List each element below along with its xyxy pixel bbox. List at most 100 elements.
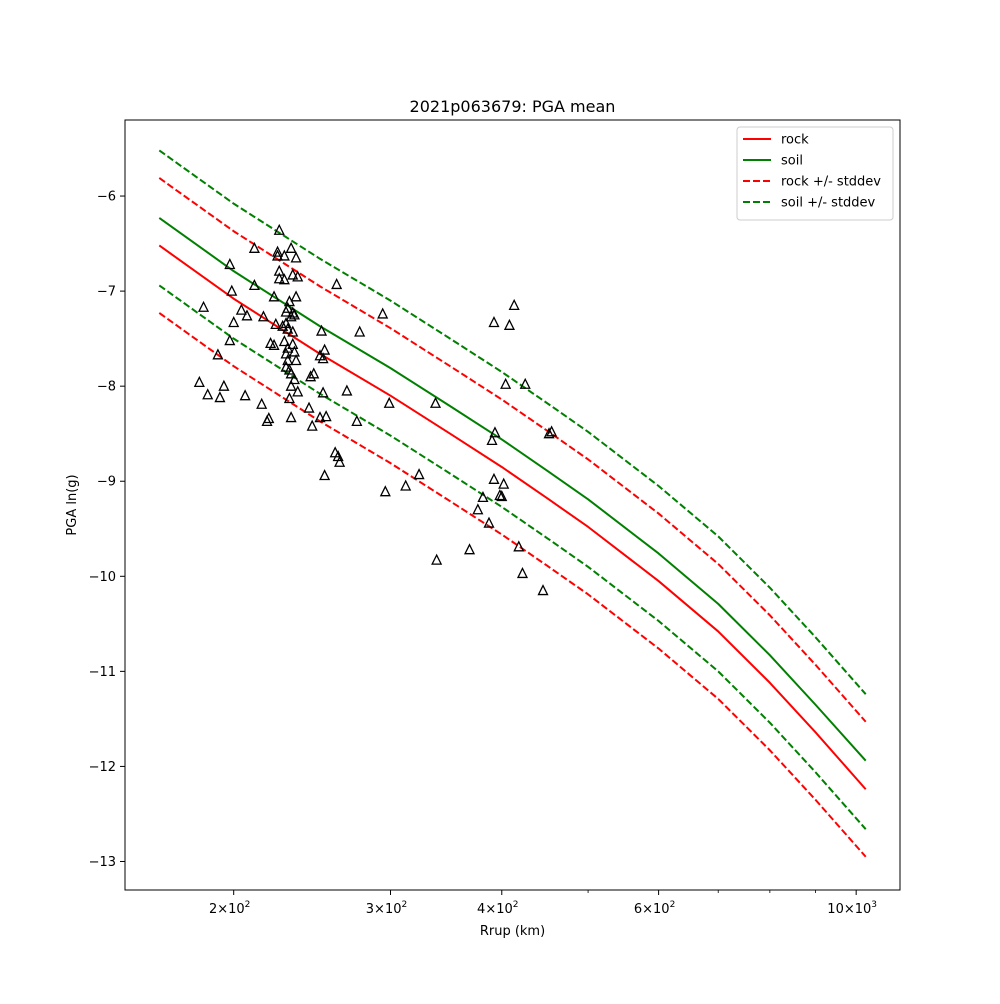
x-tick-label: 2×102 [209, 900, 250, 917]
observation-point [263, 412, 275, 424]
observation-point [288, 308, 300, 320]
observation-point [513, 540, 525, 552]
observation-point [193, 375, 205, 388]
plot-content [158, 149, 867, 858]
observation-point [292, 270, 304, 282]
observation-point [431, 553, 443, 565]
observation-point [256, 397, 268, 409]
observation-point [516, 566, 529, 579]
observation-point [488, 316, 500, 328]
observation-point [212, 348, 224, 360]
observation-point [248, 278, 260, 291]
observation-point [218, 379, 230, 391]
x-axis: 2×102 3×102 4×102 6×102 10×103 [209, 890, 877, 917]
y-tick-label: −6 [97, 190, 116, 205]
observation-point [314, 411, 326, 423]
observation-point [315, 324, 328, 336]
observation-point [303, 401, 315, 413]
observation-point [283, 392, 295, 404]
observation-point [271, 245, 284, 257]
observation-point [257, 310, 270, 322]
observation-point [292, 385, 304, 397]
y-tick-label: −12 [89, 760, 116, 775]
observation-point [334, 455, 346, 467]
observation-point [273, 223, 285, 235]
observation-point [287, 337, 299, 350]
observation-point [489, 426, 501, 438]
y-axis-label: PGA ln(g) [65, 474, 80, 535]
observation-point [214, 391, 226, 403]
legend-label: soil +/- stddev [781, 196, 876, 211]
observation-point [285, 241, 297, 253]
y-tick-label: −9 [97, 475, 116, 490]
observation-point [270, 317, 282, 330]
observation-point [288, 373, 300, 385]
observation-point [197, 300, 210, 312]
y-tick-label: −11 [89, 665, 116, 680]
observation-point [500, 377, 512, 389]
observation-point [488, 472, 500, 484]
observation-point [228, 316, 240, 328]
observation-point [271, 249, 284, 261]
x-tick-label: 3×102 [366, 900, 407, 917]
legend: rock soil rock +/- stddev soil +/- stddev [736, 126, 894, 221]
observation-point [383, 396, 395, 408]
observation-point [285, 379, 297, 391]
observation-point [278, 335, 290, 347]
observation-point [317, 352, 329, 364]
y-tick-label: −7 [97, 285, 116, 300]
legend-label: rock [781, 133, 809, 148]
observation-point [494, 489, 506, 501]
observation-point [268, 338, 280, 350]
observation-point [472, 503, 484, 515]
observation-point [290, 251, 302, 263]
observation-point [498, 477, 510, 489]
observation-point [317, 386, 329, 398]
observation-point [277, 319, 289, 331]
observation-point [503, 318, 515, 330]
observation-point [477, 490, 489, 503]
observation-point [377, 307, 389, 319]
observation-point [248, 241, 260, 253]
observation-point [282, 301, 294, 313]
legend-label: soil [781, 154, 803, 169]
observation-point [305, 370, 317, 382]
series-line-4 [158, 149, 867, 695]
series-line-1 [158, 217, 867, 762]
observation-point [508, 298, 520, 311]
y-tick-label: −8 [97, 380, 116, 395]
chart-title: 2021p063679: PGA mean [410, 97, 616, 116]
observation-point [319, 343, 331, 355]
observation-point [239, 389, 251, 401]
observation-point [306, 419, 318, 431]
observation-point [351, 414, 363, 427]
observation-point [285, 411, 297, 423]
observation-point [496, 489, 508, 502]
observation-point [282, 354, 294, 366]
observation-point [308, 367, 320, 379]
observation-point [546, 425, 558, 437]
observation-point [341, 384, 353, 396]
observation-point [290, 354, 302, 366]
observation-point [429, 396, 442, 408]
observation-point [320, 410, 332, 422]
observation-point [241, 309, 253, 321]
observation-point [354, 325, 366, 337]
observation-point [268, 290, 280, 302]
observation-point [400, 479, 412, 491]
observation-point [235, 303, 247, 315]
observation-point [331, 278, 343, 290]
observation-point [413, 468, 425, 480]
axes-frame [124, 119, 901, 891]
observation-point [224, 334, 236, 346]
observation-point [290, 290, 302, 302]
observation-point [537, 584, 549, 596]
observation-point [287, 325, 299, 337]
observation-point [278, 249, 290, 261]
observation-point [285, 367, 297, 379]
observation-point [273, 272, 285, 284]
observation-point [483, 516, 495, 528]
observation-point [319, 469, 331, 481]
